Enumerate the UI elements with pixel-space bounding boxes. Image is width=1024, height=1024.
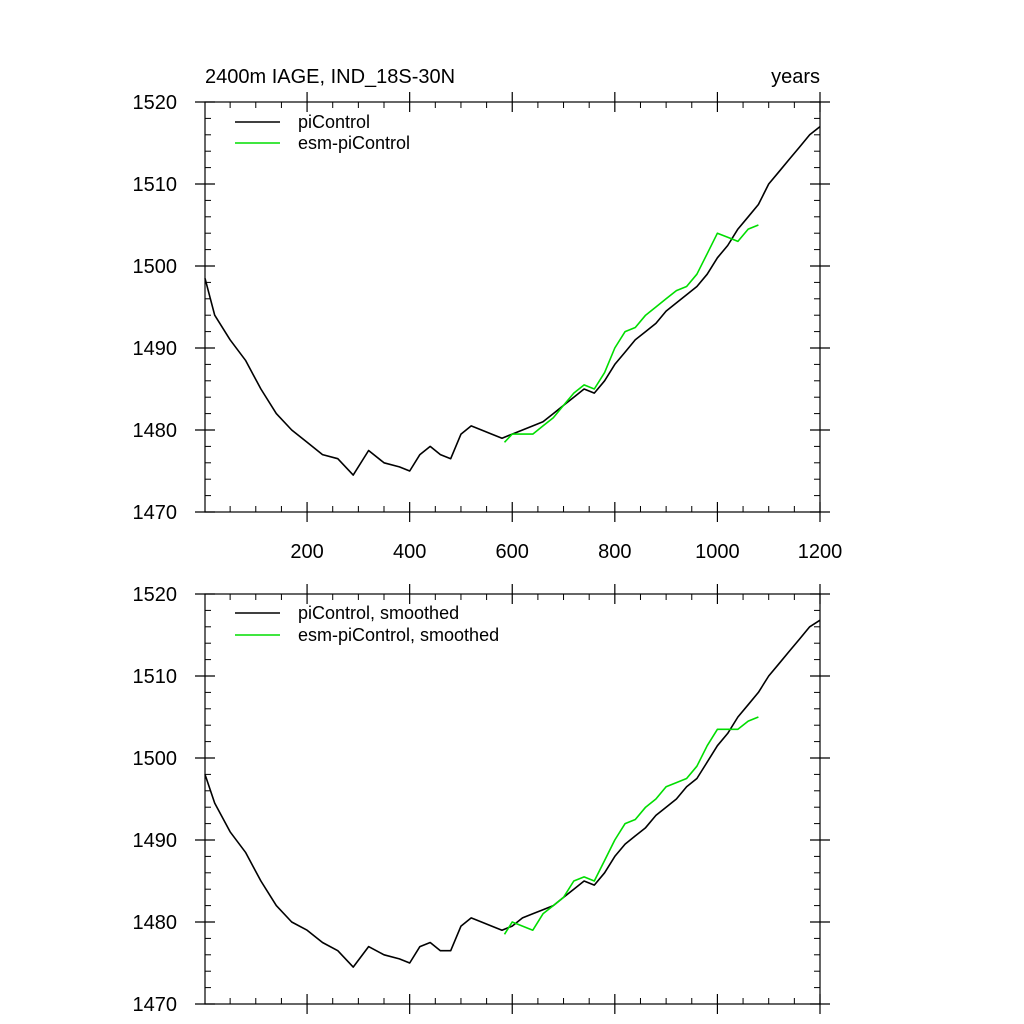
top-legend: piControl esm-piControl	[235, 112, 410, 153]
top-x-tick-labels: 200 400 600 800 1000 1200	[290, 541, 842, 563]
top-y-tick-label: 1490	[133, 338, 178, 360]
top-legend-label-esm-picontrol: esm-piControl	[298, 133, 410, 153]
bottom-series-lines	[204, 619, 821, 968]
top-x-tick-label: 600	[496, 541, 529, 563]
top-x-tick-label: 800	[598, 541, 631, 563]
bottom-y-tick-label: 1520	[133, 584, 178, 606]
bottom-legend-label-picontrol: piControl, smoothed	[298, 603, 459, 623]
top-series-line-picontrol	[204, 125, 821, 476]
top-y-tick-labels: 1470 1480 1490 1500 1510 1520	[133, 92, 178, 524]
top-series-line-esm-picontrol	[503, 224, 759, 443]
top-y-tick-label: 1510	[133, 174, 178, 196]
top-y-tick-label: 1520	[133, 92, 178, 114]
bottom-y-tick-labels: 1470 1480 1490 1500 1510 1520	[133, 584, 178, 1016]
bottom-legend: piControl, smoothed esm-piControl, smoot…	[235, 603, 499, 645]
bottom-panel: 1470 1480 1490 1500 1510 1520 piControl, smoo…	[133, 584, 830, 1016]
top-x-tick-label: 200	[290, 541, 323, 563]
bottom-plot-frame	[204, 593, 821, 1005]
bottom-series-line-picontrol	[204, 619, 821, 968]
top-units-label: years	[771, 66, 820, 88]
top-major-ticks	[195, 92, 830, 522]
top-series-lines	[204, 125, 821, 476]
top-y-tick-label: 1500	[133, 256, 178, 278]
bottom-y-tick-label: 1470	[133, 994, 178, 1016]
bottom-y-tick-label: 1500	[133, 748, 178, 770]
top-chart-title: 2400m IAGE, IND_18S-30N	[205, 66, 455, 88]
top-plot-frame	[204, 101, 821, 513]
bottom-y-tick-label: 1510	[133, 666, 178, 688]
bottom-y-tick-label: 1490	[133, 830, 178, 852]
top-x-tick-label: 400	[393, 541, 426, 563]
top-x-tick-label: 1000	[695, 541, 740, 563]
top-legend-label-picontrol: piControl	[298, 112, 370, 132]
bottom-series-line-esm-picontrol	[503, 716, 759, 935]
bottom-legend-label-esm-picontrol: esm-piControl, smoothed	[298, 625, 499, 645]
bottom-y-tick-label: 1480	[133, 912, 178, 934]
top-minor-ticks	[205, 102, 820, 512]
bottom-minor-ticks	[205, 594, 820, 1004]
top-panel: 1470 1480 1490 1500 1510 1520 200 400 600 800 100…	[133, 66, 843, 563]
top-x-tick-label: 1200	[798, 541, 843, 563]
bottom-major-ticks	[195, 584, 830, 1014]
top-y-tick-label: 1480	[133, 420, 178, 442]
top-y-tick-label: 1470	[133, 502, 178, 524]
